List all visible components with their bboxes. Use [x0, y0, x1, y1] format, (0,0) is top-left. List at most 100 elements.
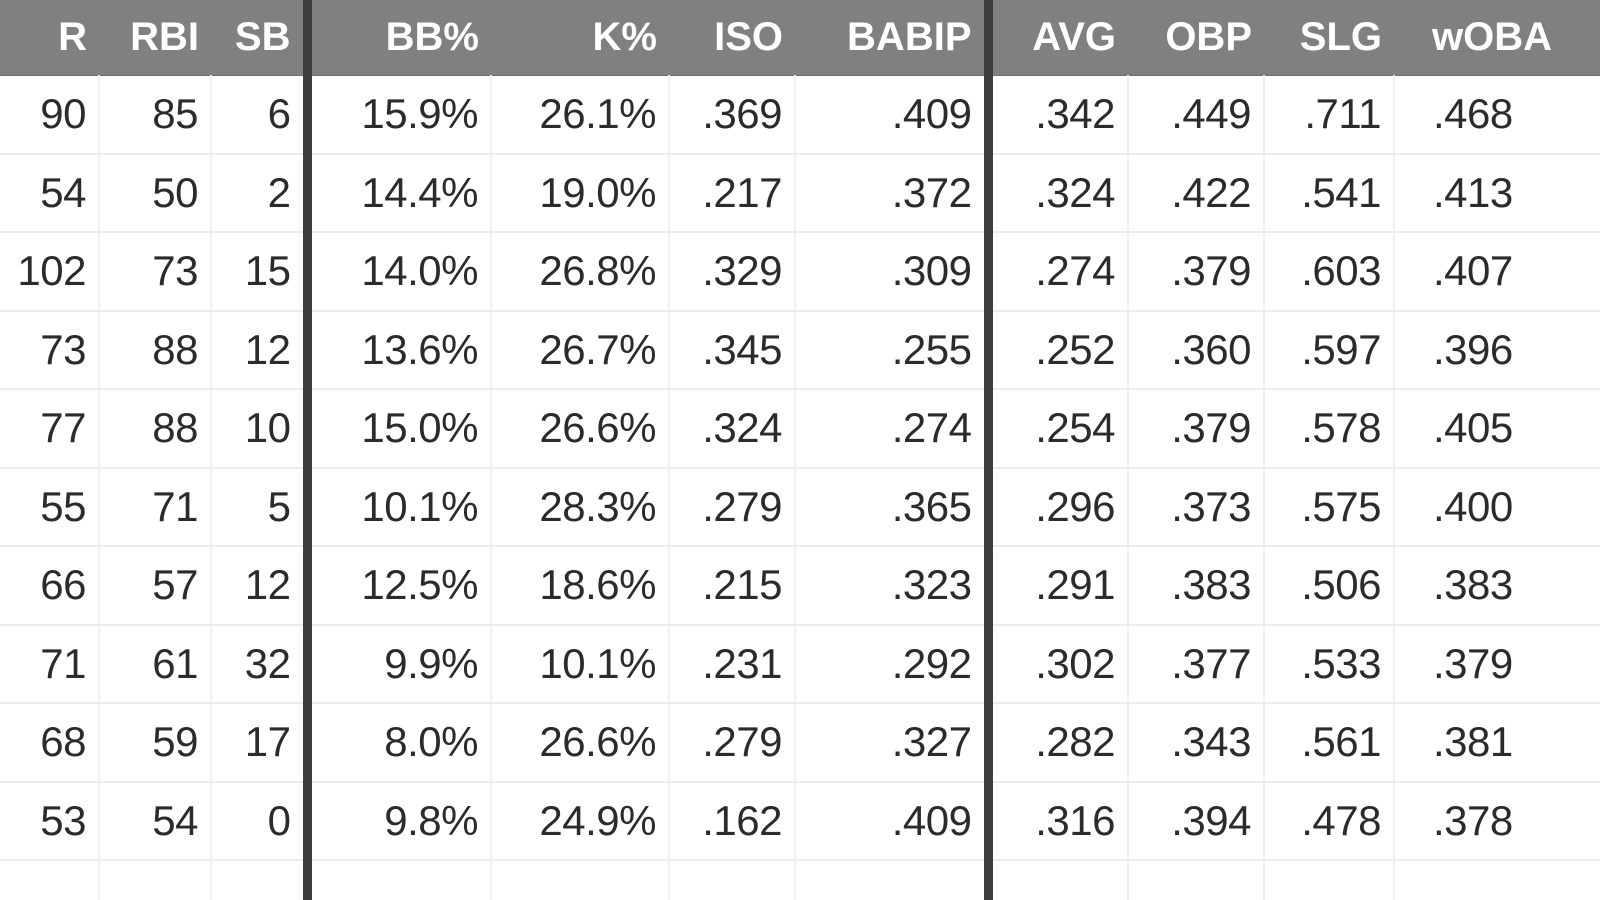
cell-iso: .345: [669, 310, 796, 390]
cell-bb-pct: 15.0%: [307, 389, 492, 469]
cell-r: 71: [0, 624, 100, 704]
cell-k-pct: 19.0%: [491, 153, 670, 233]
table-row[interactable]: 90 85 6 15.9% 26.1% .369.409.342.449.711.468: [0, 75, 1600, 155]
cell-woba: .468: [1394, 75, 1600, 155]
cell-k-pct: 24.9%: [491, 781, 670, 861]
cell-slg: .578: [1264, 389, 1395, 469]
cell-cut-off: [1264, 860, 1395, 900]
cell-cut-off: [669, 860, 796, 900]
column-header-r[interactable]: R: [0, 0, 99, 76]
cell-k-pct: 26.7%: [491, 310, 670, 390]
cell-k-pct: 28.3%: [491, 467, 670, 547]
cell-cut-off: [795, 860, 993, 900]
cell-iso: .215: [669, 546, 796, 626]
cell-bb-pct: 8.0%: [307, 703, 492, 783]
column-header-obp[interactable]: OBP: [1128, 0, 1264, 76]
cell-cut-off: [1128, 860, 1265, 900]
table-row[interactable]: 71 61 32 9.9% 10.1% .231.292.302.377.533.379: [0, 624, 1600, 704]
cell-obp: .373: [1128, 467, 1265, 547]
table-row[interactable]: 68 59 17 8.0% 26.6% .279.327.282.343.561.381: [0, 703, 1600, 783]
cell-iso: .369: [669, 75, 796, 155]
cell-sb: 6: [211, 75, 312, 155]
cell-woba: .396: [1394, 310, 1600, 390]
cell-babip: .327: [795, 703, 993, 783]
cell-r: 55: [0, 467, 100, 547]
cell-iso: .162: [669, 781, 796, 861]
column-header-avg[interactable]: AVG: [988, 0, 1128, 76]
cell-bb-pct: 12.5%: [307, 546, 492, 626]
cell-woba: .413: [1394, 153, 1600, 233]
cell-slg: .561: [1264, 703, 1395, 783]
cell-woba: .379: [1394, 624, 1600, 704]
table-row[interactable]: 102 73 15 14.0% 26.8% .329.309.274.379.603.40…: [0, 232, 1600, 312]
cell-woba: .381: [1394, 703, 1600, 783]
cell-cut-off: [211, 860, 312, 900]
cell-iso: .231: [669, 624, 796, 704]
cell-obp: .394: [1128, 781, 1265, 861]
cell-obp: .343: [1128, 703, 1265, 783]
cell-sb: 10: [211, 389, 312, 469]
cell-slg: .533: [1264, 624, 1395, 704]
cell-r: 73: [0, 310, 100, 390]
cell-r: 54: [0, 153, 100, 233]
column-header-bb-pct[interactable]: BB%: [307, 0, 491, 76]
cell-avg: .274: [988, 232, 1129, 312]
cell-obp: .383: [1128, 546, 1265, 626]
cell-r: 90: [0, 75, 100, 155]
cell-r: 66: [0, 546, 100, 626]
cell-rbi: 50: [99, 153, 212, 233]
cell-cut-off: [1394, 860, 1600, 900]
table-row[interactable]: 53 54 0 9.8% 24.9% .162.409.316.394.478.378: [0, 781, 1600, 861]
cell-avg: .291: [988, 546, 1129, 626]
cell-rbi: 61: [99, 624, 212, 704]
cell-r: 68: [0, 703, 100, 783]
cell-slg: .597: [1264, 310, 1395, 390]
column-header-babip[interactable]: BABIP: [795, 0, 993, 76]
cell-rbi: 85: [99, 75, 212, 155]
cell-bb-pct: 14.4%: [307, 153, 492, 233]
column-header-k-pct[interactable]: K%: [491, 0, 669, 76]
cell-r: 102: [0, 232, 100, 312]
cell-avg: .342: [988, 75, 1129, 155]
cell-rbi: 71: [99, 467, 212, 547]
cell-babip: .365: [795, 467, 993, 547]
table-row[interactable]: 55 71 5 10.1% 28.3% .279.365.296.373.575.400: [0, 467, 1600, 547]
cell-obp: .449: [1128, 75, 1265, 155]
column-header-sb[interactable]: SB: [211, 0, 312, 76]
cell-k-pct: 26.1%: [491, 75, 670, 155]
cell-woba: .405: [1394, 389, 1600, 469]
cell-babip: .372: [795, 153, 993, 233]
cell-bb-pct: 10.1%: [307, 467, 492, 547]
cell-babip: .309: [795, 232, 993, 312]
cell-babip: .255: [795, 310, 993, 390]
cell-sb: 5: [211, 467, 312, 547]
table-body: 90 85 6 15.9% 26.1% .369.409.342.449.711.468 5…: [0, 75, 1600, 900]
cell-k-pct: 18.6%: [491, 546, 670, 626]
cell-iso: .217: [669, 153, 796, 233]
cell-obp: .360: [1128, 310, 1265, 390]
cell-k-pct: 26.8%: [491, 232, 670, 312]
column-header-slg[interactable]: SLG: [1264, 0, 1394, 76]
table-row[interactable]: 77 88 10 15.0% 26.6% .324.274.254.379.578.405: [0, 389, 1600, 469]
cell-rbi: 88: [99, 389, 212, 469]
cell-sb: 15: [211, 232, 312, 312]
table-row[interactable]: 73 88 12 13.6% 26.7% .345.255.252.360.597.396: [0, 310, 1600, 390]
cell-cut-off: [988, 860, 1129, 900]
cell-rbi: 88: [99, 310, 212, 390]
column-header-rbi[interactable]: RBI: [99, 0, 211, 76]
cell-obp: .379: [1128, 389, 1265, 469]
column-header-woba[interactable]: wOBA: [1394, 0, 1600, 76]
cell-woba: .383: [1394, 546, 1600, 626]
cell-iso: .279: [669, 467, 796, 547]
cell-slg: .506: [1264, 546, 1395, 626]
cell-bb-pct: 15.9%: [307, 75, 492, 155]
table-row[interactable]: 66 57 12 12.5% 18.6% .215.323.291.383.506.383: [0, 546, 1600, 626]
cell-babip: .323: [795, 546, 993, 626]
cell-slg: .575: [1264, 467, 1395, 547]
column-header-iso[interactable]: ISO: [669, 0, 795, 76]
table-row[interactable]: 54 50 2 14.4% 19.0% .217.372.324.422.541.413: [0, 153, 1600, 233]
cell-bb-pct: 13.6%: [307, 310, 492, 390]
cell-sb: 12: [211, 546, 312, 626]
